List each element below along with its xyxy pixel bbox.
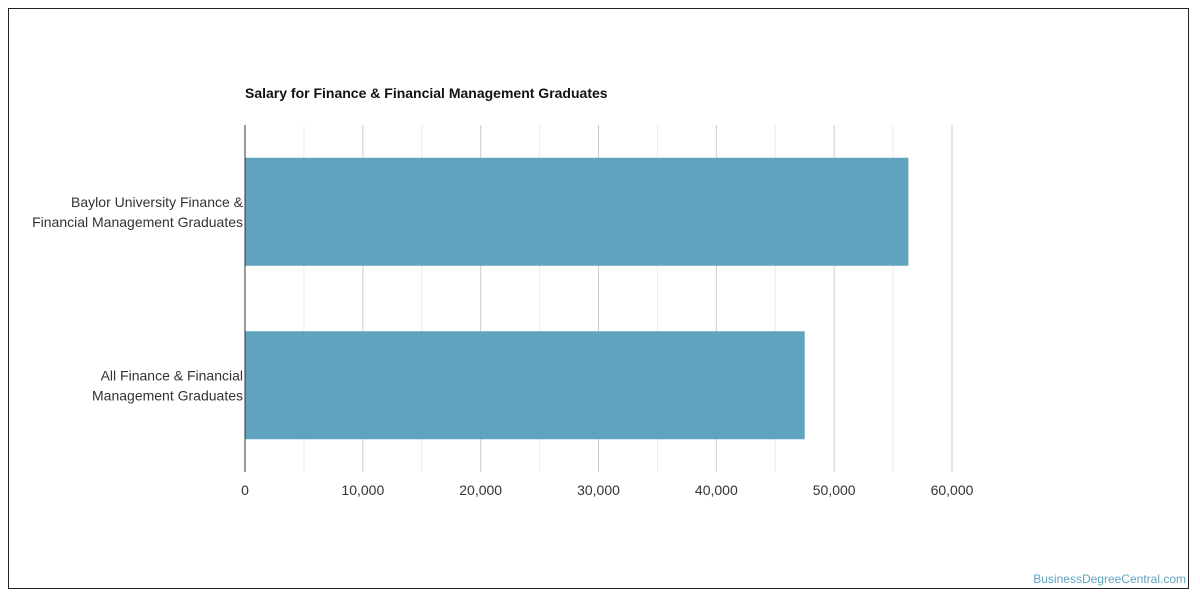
x-tick-label: 10,000 — [341, 482, 384, 498]
category-label: All Finance & Financial — [101, 367, 243, 383]
chart-title: Salary for Finance & Financial Managemen… — [245, 85, 608, 101]
category-label: Management Graduates — [92, 387, 243, 403]
category-label: Financial Management Graduates — [32, 214, 243, 230]
bar — [245, 157, 909, 266]
source-credit[interactable]: BusinessDegreeCentral.com — [1033, 572, 1186, 586]
x-tick-label: 0 — [241, 482, 249, 498]
x-tick-label: 60,000 — [931, 482, 974, 498]
chart-frame — [8, 8, 1189, 589]
x-tick-label: 20,000 — [459, 482, 502, 498]
x-tick-label: 40,000 — [695, 482, 738, 498]
bar — [245, 331, 805, 440]
x-tick-label: 50,000 — [813, 482, 856, 498]
category-label: Baylor University Finance & — [71, 194, 244, 210]
x-tick-label: 30,000 — [577, 482, 620, 498]
